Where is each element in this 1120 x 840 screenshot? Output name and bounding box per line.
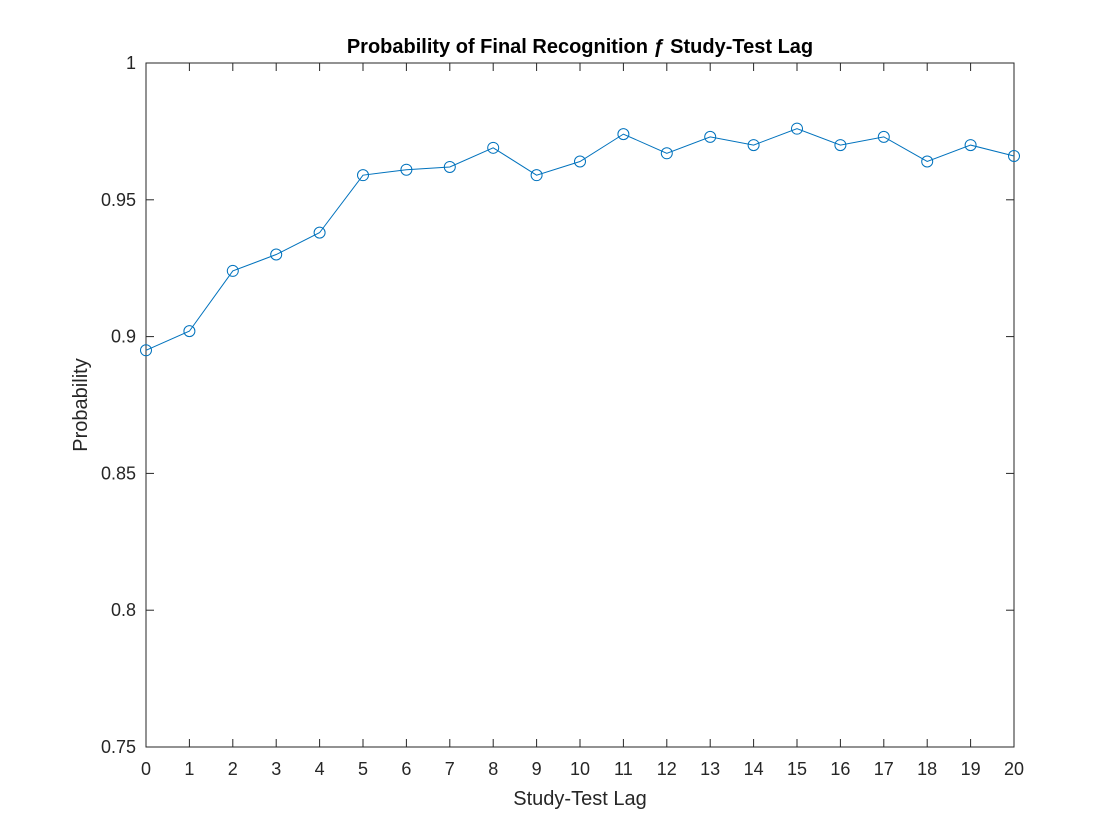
- data-point: [400, 163, 413, 176]
- data-point: [660, 147, 673, 160]
- data-point: [443, 160, 456, 173]
- x-tick-label: 9: [532, 759, 542, 779]
- x-tick-label: 1: [184, 759, 194, 779]
- data-point: [574, 155, 586, 168]
- data-point: [487, 141, 500, 154]
- x-tick-label: 14: [744, 759, 764, 779]
- x-tick-label: 19: [961, 759, 981, 779]
- x-tick-label: 11: [614, 759, 633, 779]
- data-point: [270, 248, 283, 261]
- y-tick-label: 1: [126, 53, 136, 73]
- data-point: [834, 139, 847, 152]
- x-tick-label: 17: [874, 759, 894, 779]
- x-tick-label: 2: [228, 759, 238, 779]
- x-tick-label: 7: [445, 759, 455, 779]
- data-point: [877, 130, 890, 143]
- data-point: [964, 139, 977, 152]
- data-point: [1008, 150, 1020, 163]
- data-point: [226, 264, 239, 277]
- y-tick-label: 0.8: [111, 600, 136, 620]
- x-tick-label: 0: [141, 759, 151, 779]
- x-tick-label: 12: [657, 759, 677, 779]
- plot-area: [145, 62, 1015, 748]
- data-point: [617, 128, 630, 141]
- axis-tick-labels: 0 1 2 3 4 5 6 7 8 9 10 11 12 13 14 15 16 17 18 19 200.750.80…: [101, 53, 1024, 779]
- x-tick-label: 4: [315, 759, 325, 779]
- x-tick-label: 6: [401, 759, 411, 779]
- x-axis-label: Study-Test Lag: [513, 788, 646, 810]
- x-tick-label: 3: [271, 759, 281, 779]
- x-tick-label: 10: [570, 759, 590, 779]
- y-tick-label: 0.85: [101, 463, 136, 483]
- data-point: [921, 155, 934, 168]
- x-tick-label: 16: [830, 759, 850, 779]
- data-point: [747, 139, 760, 152]
- data-point: [140, 344, 152, 357]
- chart-title: Probability of Final Recognition ƒ Study…: [347, 36, 813, 58]
- x-tick-label: 20: [1004, 759, 1024, 779]
- x-tick-label: 13: [700, 759, 720, 779]
- x-tick-label: 5: [358, 759, 368, 779]
- data-point: [357, 169, 369, 182]
- y-tick-label: 0.95: [101, 190, 136, 210]
- x-tick-label: 8: [488, 759, 498, 779]
- x-tick-label: 18: [917, 759, 937, 779]
- series-line: [145, 128, 1015, 351]
- y-axis-label: Probability: [70, 358, 92, 451]
- x-tick-label: 15: [787, 759, 807, 779]
- y-tick-label: 0.75: [101, 737, 136, 757]
- data-point: [183, 325, 196, 338]
- axis-ticks: [145, 62, 1015, 748]
- data-point: [704, 130, 717, 143]
- data-point: [791, 122, 803, 135]
- data-point: [313, 226, 326, 239]
- data-point: [530, 169, 543, 182]
- y-tick-label: 0.9: [111, 327, 136, 347]
- data-series: [140, 122, 1020, 357]
